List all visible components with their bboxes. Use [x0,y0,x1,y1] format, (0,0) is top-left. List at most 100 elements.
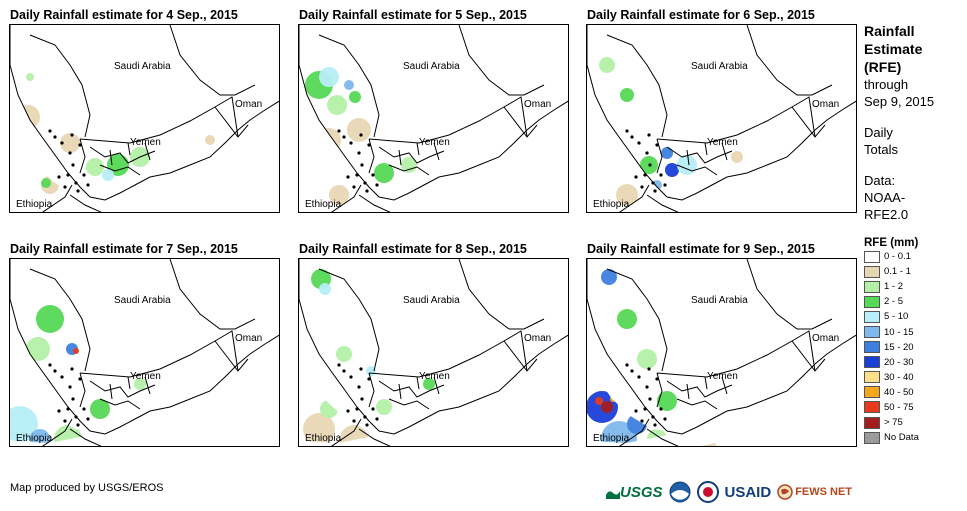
border-line [656,330,816,378]
rainfall-patch [36,305,64,333]
island-dot [655,143,659,147]
island-dot [640,419,644,423]
island-dot [371,407,375,411]
oman-label: Oman [524,99,552,110]
border-line [69,428,102,446]
island-dot [342,369,346,373]
border-line [606,34,668,138]
island-dot [86,183,90,187]
usaid-seal-icon [696,481,719,503]
rainfall-patch [303,413,335,445]
border-line [368,138,375,174]
legend-item: 1 - 2 [864,279,964,294]
coastline [587,259,856,435]
island-dot [74,415,78,419]
fewsnet-logo-text: FEWS NET [795,486,853,498]
legend-title: RFE (mm) [864,237,919,249]
island-dot [645,151,649,155]
legend-swatch [864,341,880,354]
island-dot [355,407,359,411]
border-line [388,398,430,410]
legend-label: 0 - 0.1 [884,251,911,263]
island-dot [648,163,652,167]
legend-label: 1 - 2 [884,281,904,293]
rainfall-patch [319,283,331,295]
island-dot [637,375,641,379]
border-line [378,146,445,164]
rainfall-patch [657,391,677,411]
island-dot [86,417,90,421]
border-line [79,330,239,378]
sidebar-title-line: Rainfall [864,23,915,39]
island-dot [57,409,61,413]
island-dot [643,173,647,177]
fewsnet-logo: FEWS NET [777,484,852,500]
rainfall-patch [26,337,50,361]
island-dot [71,163,75,167]
border-line [606,268,668,372]
legend-label: No Data [884,432,919,444]
island-dot [357,385,361,389]
border-line [358,194,391,212]
rainfall-patch [336,346,352,362]
island-dot [663,183,667,187]
legend-swatch [864,326,880,339]
border-line [656,372,663,408]
island-dot [360,163,364,167]
sidebar-data-line: Data: [864,173,896,188]
legend-label: 2 - 5 [884,296,904,308]
legend-item: > 75 [864,415,964,430]
coastline [299,259,568,435]
legend-swatch [864,356,880,369]
rainfall-patch [327,95,347,115]
border-line [676,398,718,410]
border-line [746,25,833,96]
border-line [398,376,440,400]
ethiopia-label: Ethiopia [305,199,342,210]
border-line [676,164,718,176]
red-sea [299,65,379,197]
border-line [686,142,728,166]
red-sea [587,65,667,197]
sidebar-title-line: (RFE) [864,59,902,75]
border-line [318,34,380,138]
island-dot [659,407,663,411]
island-dot [346,175,350,179]
border-line [69,194,102,212]
yemen-label: Yemen [707,371,738,382]
border-line [646,194,679,212]
ethiopia-label: Ethiopia [16,433,53,444]
island-dot [82,407,86,411]
border-line [666,146,733,164]
rainfall-patch [616,184,638,206]
island-dot [625,129,629,133]
island-dot [653,423,657,427]
map-frame: Saudi ArabiaOmanYemenEthiopiaSomalia [298,258,569,447]
island-dot [643,407,647,411]
ethiopia-label: Ethiopia [16,199,53,210]
border-line [686,376,728,400]
border-line [79,96,239,144]
legend-label: 0.1 - 1 [884,266,911,278]
rainfall-patch [376,399,392,415]
island-dot [630,135,634,139]
map-frame: Saudi ArabiaOmanYemenEthiopiaSomalia [586,24,857,213]
border-line [646,428,679,446]
rainfall-patch [86,158,104,176]
border-line [458,259,545,330]
sidebar-daily-line: Totals [864,142,898,157]
island-dot [76,189,80,193]
island-dot [70,133,74,137]
border-line [378,380,445,398]
border-line [791,340,826,372]
island-dot [640,185,644,189]
legend-item: 20 - 30 [864,355,964,370]
legend-swatch [864,416,880,429]
island-dot [78,143,82,147]
island-dot [371,173,375,177]
legend-item: No Data [864,430,964,445]
rainfall-patch [60,133,80,153]
panel-sep-6: Daily Rainfall estimate for 6 Sep., 2015… [586,6,866,213]
island-dot [357,151,361,155]
border-line [214,340,249,372]
